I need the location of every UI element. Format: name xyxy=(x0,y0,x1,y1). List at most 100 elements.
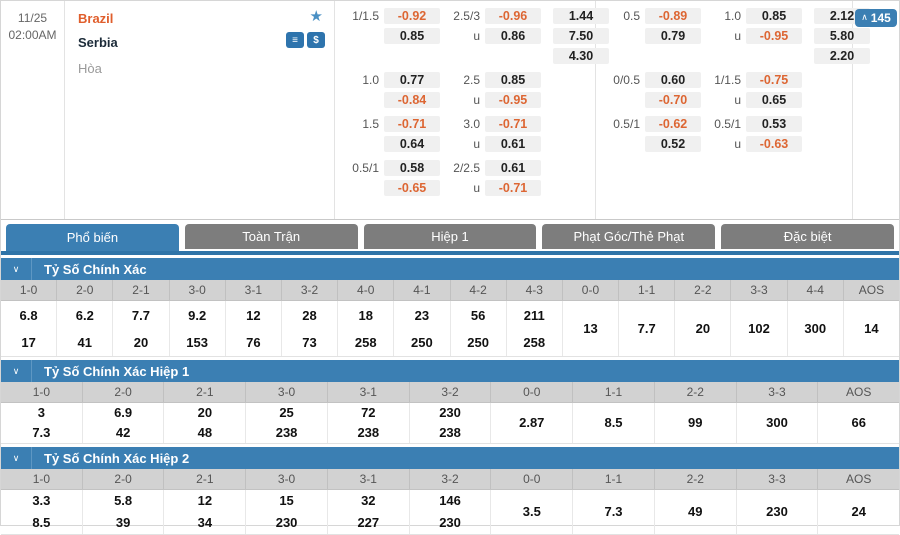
score-odds-cell[interactable]: 102 xyxy=(730,301,786,356)
odds-chip[interactable]: 0.52 xyxy=(645,136,701,152)
odds-chip[interactable]: -0.71 xyxy=(485,180,541,196)
score-odds-cell[interactable]: 6.8 17 xyxy=(1,301,56,356)
more-markets-button[interactable]: ∧ 145 xyxy=(855,8,897,27)
odds-chip[interactable]: 0.60 xyxy=(645,72,701,88)
odds-chip[interactable]: 4.30 xyxy=(553,48,609,64)
odds-chip[interactable]: 0.85 xyxy=(485,72,541,88)
score-odds-cell[interactable]: 99 xyxy=(653,403,736,443)
score-header-cell: 0-0 xyxy=(490,469,572,489)
score-odds-cell[interactable]: 7.7 20 xyxy=(112,301,168,356)
odds-chip[interactable]: -0.71 xyxy=(384,116,440,132)
score-odds-value: 49 xyxy=(688,504,703,519)
score-odds-cell[interactable]: 300 xyxy=(786,301,843,356)
score-odds-cell[interactable]: 13 xyxy=(561,301,618,356)
odds-chip[interactable]: -0.84 xyxy=(384,92,440,108)
star-icon[interactable]: ★ xyxy=(309,8,323,25)
odds-chip[interactable]: -0.65 xyxy=(384,180,440,196)
odds-chip[interactable]: 0.85 xyxy=(746,8,802,24)
handicap-line-label: 0/0.5 xyxy=(613,73,640,87)
score-odds-cell[interactable]: 9.2 153 xyxy=(168,301,225,356)
odds-chip[interactable]: 0.65 xyxy=(746,92,802,108)
score-header-cell: AOS xyxy=(817,469,899,489)
odds-chip[interactable]: -0.70 xyxy=(645,92,701,108)
score-odds-cell[interactable]: 23 250 xyxy=(393,301,449,356)
score-odds-value: 2.87 xyxy=(519,415,545,430)
score-odds-cell[interactable]: 3.3 8.5 xyxy=(1,490,82,534)
odds-chip[interactable]: 0.61 xyxy=(485,136,541,152)
score-odds-cell[interactable]: 25 238 xyxy=(245,403,327,443)
odds-line: 0.5/1 -0.62 0.5/1 0.53 xyxy=(596,116,848,132)
score-odds-cell[interactable]: 12 34 xyxy=(163,490,245,534)
score-odds-cell[interactable]: 7.3 xyxy=(572,490,654,534)
tab-phat-goc-the-phat[interactable]: Phạt Góc/Thẻ Phạt xyxy=(542,224,716,249)
score-odds-cell[interactable]: 6.2 41 xyxy=(56,301,112,356)
score-odds-cell[interactable]: 20 48 xyxy=(163,403,245,443)
score-odds-cell[interactable]: 5.8 39 xyxy=(81,490,164,534)
odds-chip[interactable]: 0.79 xyxy=(645,28,701,44)
odds-chip[interactable]: 0.53 xyxy=(746,116,802,132)
score-odds-cell[interactable]: 72 238 xyxy=(326,403,409,443)
odds-chip[interactable]: -0.75 xyxy=(746,72,802,88)
tab-hiep-1[interactable]: Hiệp 1 xyxy=(363,224,537,249)
odds-chip[interactable]: 0.77 xyxy=(384,72,440,88)
score-odds-cell[interactable]: 12 76 xyxy=(224,301,281,356)
chevron-down-icon[interactable]: ∨ xyxy=(1,447,32,469)
score-odds-value: 73 xyxy=(302,334,317,350)
tab-dac-biet[interactable]: Đặc biệt xyxy=(721,224,894,249)
score-odds-cell[interactable]: 66 xyxy=(817,403,899,443)
odds-chip[interactable]: 7.50 xyxy=(553,28,609,44)
score-odds-cell[interactable]: 28 73 xyxy=(280,301,337,356)
score-odds-cell[interactable]: 15 230 xyxy=(245,490,327,534)
score-odds-value: 41 xyxy=(77,334,93,350)
score-odds-cell[interactable]: 18 258 xyxy=(337,301,393,356)
odds-chip[interactable]: -0.92 xyxy=(384,8,440,24)
odds-chip[interactable]: 0.61 xyxy=(485,160,541,176)
handicap-line-label: 0.5/1 xyxy=(352,161,379,175)
away-team-name[interactable]: Serbia xyxy=(78,35,118,50)
odds-chip[interactable]: 2.20 xyxy=(814,48,870,64)
chevron-down-icon[interactable]: ∨ xyxy=(1,360,32,382)
score-odds-cell[interactable]: 2.87 xyxy=(490,403,572,443)
score-odds-cell[interactable]: 32 227 xyxy=(326,490,409,534)
odds-chip[interactable]: 0.58 xyxy=(384,160,440,176)
odds-chip[interactable]: 0.86 xyxy=(485,28,541,44)
score-header-row: 1-0 2-0 2-1 3-0 3-1 3-2 0-0 1-1 2-2 3-3 AOS xyxy=(1,382,899,403)
score-odds-cell[interactable]: 211 258 xyxy=(505,301,562,356)
score-header-cell: 2-2 xyxy=(653,382,736,402)
home-team-name[interactable]: Brazil xyxy=(78,11,114,26)
tab-toan-tran[interactable]: Toàn Trận xyxy=(184,224,358,249)
score-odds-cell[interactable]: 56 250 xyxy=(449,301,506,356)
score-odds-cell[interactable]: 6.9 42 xyxy=(81,403,164,443)
odds-chip[interactable]: 0.85 xyxy=(384,28,440,44)
score-odds-cell[interactable]: 3 7.3 xyxy=(1,403,82,443)
dollar-icon[interactable]: $ xyxy=(307,32,325,48)
odds-chip[interactable]: -0.62 xyxy=(645,116,701,132)
betslip-icon[interactable]: ≡ xyxy=(286,32,304,48)
odds-chip[interactable]: -0.95 xyxy=(746,28,802,44)
score-odds-cell[interactable]: 230 xyxy=(735,490,818,534)
tab-pho-bien[interactable]: Phổ biến xyxy=(6,224,179,251)
score-odds-cell[interactable]: 20 xyxy=(674,301,730,356)
odds-chip[interactable]: -0.95 xyxy=(485,92,541,108)
odds-chip[interactable]: -0.63 xyxy=(746,136,802,152)
odds-chip[interactable]: 1.44 xyxy=(553,8,609,24)
score-odds-cell[interactable]: 24 xyxy=(817,490,899,534)
odds-chip[interactable]: -0.71 xyxy=(485,116,541,132)
score-odds-value: 300 xyxy=(804,321,827,336)
odds-chip[interactable]: -0.89 xyxy=(645,8,701,24)
score-odds-cell[interactable]: 8.5 xyxy=(572,403,654,443)
score-odds-value: 146 xyxy=(439,493,461,508)
score-odds-cell[interactable]: 14 xyxy=(842,301,899,356)
odds-chip[interactable]: -0.96 xyxy=(485,8,541,24)
score-odds-cell[interactable]: 146 230 xyxy=(408,490,491,534)
odds-chip[interactable]: 0.64 xyxy=(384,136,440,152)
odds-chip[interactable]: 5.80 xyxy=(814,28,870,44)
score-odds-cell[interactable]: 49 xyxy=(653,490,736,534)
score-odds-cell[interactable]: 7.7 xyxy=(618,301,674,356)
chevron-down-icon[interactable]: ∨ xyxy=(1,258,32,280)
score-body-row: 3.3 8.5 5.8 39 12 34 15 230 32 227 146 230 3.5 7.3 49 2… xyxy=(1,490,899,535)
score-odds-cell[interactable]: 230 238 xyxy=(408,403,491,443)
score-odds-cell[interactable]: 3.5 xyxy=(490,490,572,534)
score-odds-cell[interactable]: 300 xyxy=(735,403,818,443)
overunder-line-label: 0.5/1 xyxy=(714,117,741,131)
